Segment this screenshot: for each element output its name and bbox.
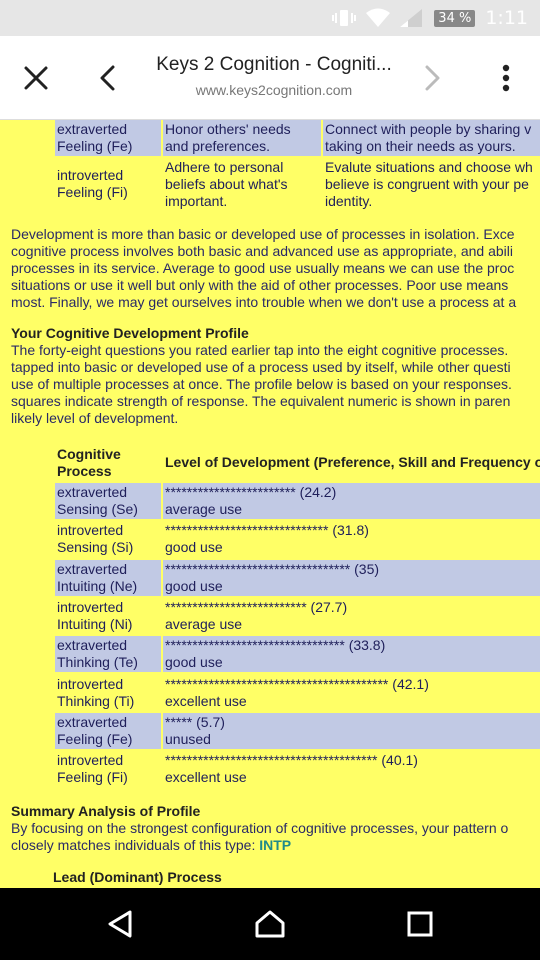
process-name: extraverted Sensing (Se)	[55, 483, 161, 519]
level-cell: ************************ (24.2) average u…	[163, 483, 540, 519]
level-cell: ********************************* (33.8)…	[163, 636, 540, 673]
back-button[interactable]	[78, 36, 138, 120]
navigation-bar	[0, 888, 540, 960]
triangle-back-icon	[108, 910, 132, 938]
strength-score: (31.8)	[332, 522, 369, 539]
process-name: extraverted Feeling (Fe)	[55, 120, 161, 156]
nav-back-button[interactable]	[80, 888, 160, 960]
level-label: good use	[165, 539, 223, 556]
strength-stars: ***************************************	[165, 752, 378, 769]
close-icon	[24, 66, 48, 90]
table-row: introverted Feeling (Fi) Adhere to person…	[55, 158, 540, 210]
process-cell: Connect with people by sharing v taking o…	[323, 120, 540, 156]
page-url: www.keys2cognition.com	[195, 82, 353, 98]
summary-heading: Summary Analysis of Profile	[11, 803, 201, 819]
strength-stars: *****	[165, 713, 193, 730]
table-row: introverted Sensing (Si) *****************…	[55, 521, 540, 557]
level-label: average use	[165, 615, 243, 632]
table-row: extraverted Intuiting (Ne) ***************…	[55, 559, 540, 596]
page-title: Keys 2 Cognition - Cogniti...	[156, 54, 392, 75]
nav-home-button[interactable]	[230, 888, 310, 960]
header-process: Cognitive Process	[57, 446, 121, 479]
process-name: introverted Thinking (Ti)	[57, 675, 135, 709]
table-row: extraverted Thinking (Te) ****************…	[55, 636, 540, 673]
level-label: excellent use	[165, 769, 247, 786]
level-cell: ***** (5.7) unused	[163, 712, 540, 749]
header-level: Level of Development (Preference, Skill …	[165, 454, 540, 470]
page-title-area: Keys 2 Cognition - Cogniti... www.keys2c…	[144, 54, 404, 98]
strength-score: (40.1)	[381, 752, 418, 769]
web-content[interactable]: extraverted Feeling (Fe) Honor others' ne…	[0, 120, 540, 888]
strength-stars: ************************	[165, 484, 296, 500]
process-name: introverted Intuiting (Ni)	[57, 598, 133, 632]
wifi-icon	[366, 8, 391, 27]
type-link[interactable]: INTP	[259, 837, 292, 853]
process-cell: Adhere to personal beliefs about what's im…	[165, 159, 288, 209]
process-name: introverted Feeling (Fi)	[57, 167, 128, 200]
table-row: extraverted Sensing (Se) *****************…	[55, 483, 540, 519]
forward-button[interactable]	[402, 36, 462, 120]
development-paragraph: Development is more than basic or develo…	[11, 226, 517, 310]
table-row: introverted Intuiting (Ni) ***************…	[55, 598, 540, 634]
strength-score: (35)	[354, 560, 380, 577]
summary-text: By focusing on the strongest configurati…	[11, 820, 509, 853]
level-label: good use	[165, 577, 223, 594]
chevron-right-icon	[425, 65, 440, 91]
more-vertical-icon	[502, 64, 510, 92]
process-name: introverted Feeling (Fi)	[57, 752, 128, 786]
process-name: extraverted Intuiting (Ne)	[55, 559, 161, 596]
status-bar: 34 % 1:11	[0, 0, 540, 36]
profile-heading: Your Cognitive Development Profile	[11, 325, 249, 341]
vibrate-icon	[332, 10, 357, 26]
profile-paragraph: The forty-eight questions you rated earl…	[11, 342, 512, 426]
lead-process-heading: Lead (Dominant) Process	[53, 869, 222, 885]
overflow-menu-button[interactable]	[476, 36, 536, 120]
level-cell: ********************************** (35) g…	[163, 559, 540, 596]
process-name: introverted Sensing (Si)	[57, 522, 134, 556]
profile-table-header: Cognitive Process Level of Development (P…	[55, 445, 540, 483]
level-label: unused	[165, 730, 211, 747]
strength-score: (33.8)	[348, 637, 386, 654]
custom-tab-toolbar: Keys 2 Cognition - Cogniti... www.keys2c…	[0, 36, 540, 120]
strength-stars: ******************************	[165, 522, 329, 539]
level-cell: ****************************************…	[163, 675, 540, 711]
level-label: good use	[165, 654, 223, 671]
strength-stars: ****************************************…	[165, 675, 389, 692]
level-cell: ****************************** (31.8) goo…	[163, 521, 540, 557]
strength-score: (27.7)	[310, 598, 348, 615]
home-icon	[255, 910, 285, 938]
table-row: introverted Feeling (Fi) *****************…	[55, 751, 540, 787]
recents-icon	[407, 911, 433, 937]
table-row: extraverted Feeling (Fe) ***** (5.7) unused	[55, 712, 540, 749]
process-cell: Evalute situations and choose wh believe …	[325, 159, 533, 209]
strength-score: (42.1)	[392, 675, 429, 692]
strength-score: (5.7)	[196, 713, 225, 730]
process-name: extraverted Thinking (Te)	[55, 636, 161, 673]
close-button[interactable]	[6, 36, 66, 120]
chevron-left-icon	[100, 65, 115, 91]
strength-stars: **************************	[165, 598, 307, 615]
level-cell: ************************** (27.7) average…	[163, 598, 540, 634]
process-name: extraverted Feeling (Fe)	[55, 712, 161, 749]
table-row: extraverted Feeling (Fe) Honor others' ne…	[55, 120, 540, 156]
signal-icon	[400, 9, 423, 27]
process-cell: Honor others' needs and preferences.	[163, 120, 321, 156]
level-cell: *************************************** …	[163, 751, 540, 787]
nav-recents-button[interactable]	[380, 888, 460, 960]
table-row: introverted Thinking (Ti) ****************…	[55, 675, 540, 711]
strength-stars: **********************************	[165, 560, 351, 577]
strength-score: (24.2)	[299, 484, 337, 500]
level-label: average use	[165, 501, 243, 517]
clock: 1:11	[485, 7, 528, 29]
level-label: excellent use	[165, 692, 247, 709]
battery-indicator: 34 %	[434, 9, 476, 27]
strength-stars: *********************************	[165, 637, 345, 654]
